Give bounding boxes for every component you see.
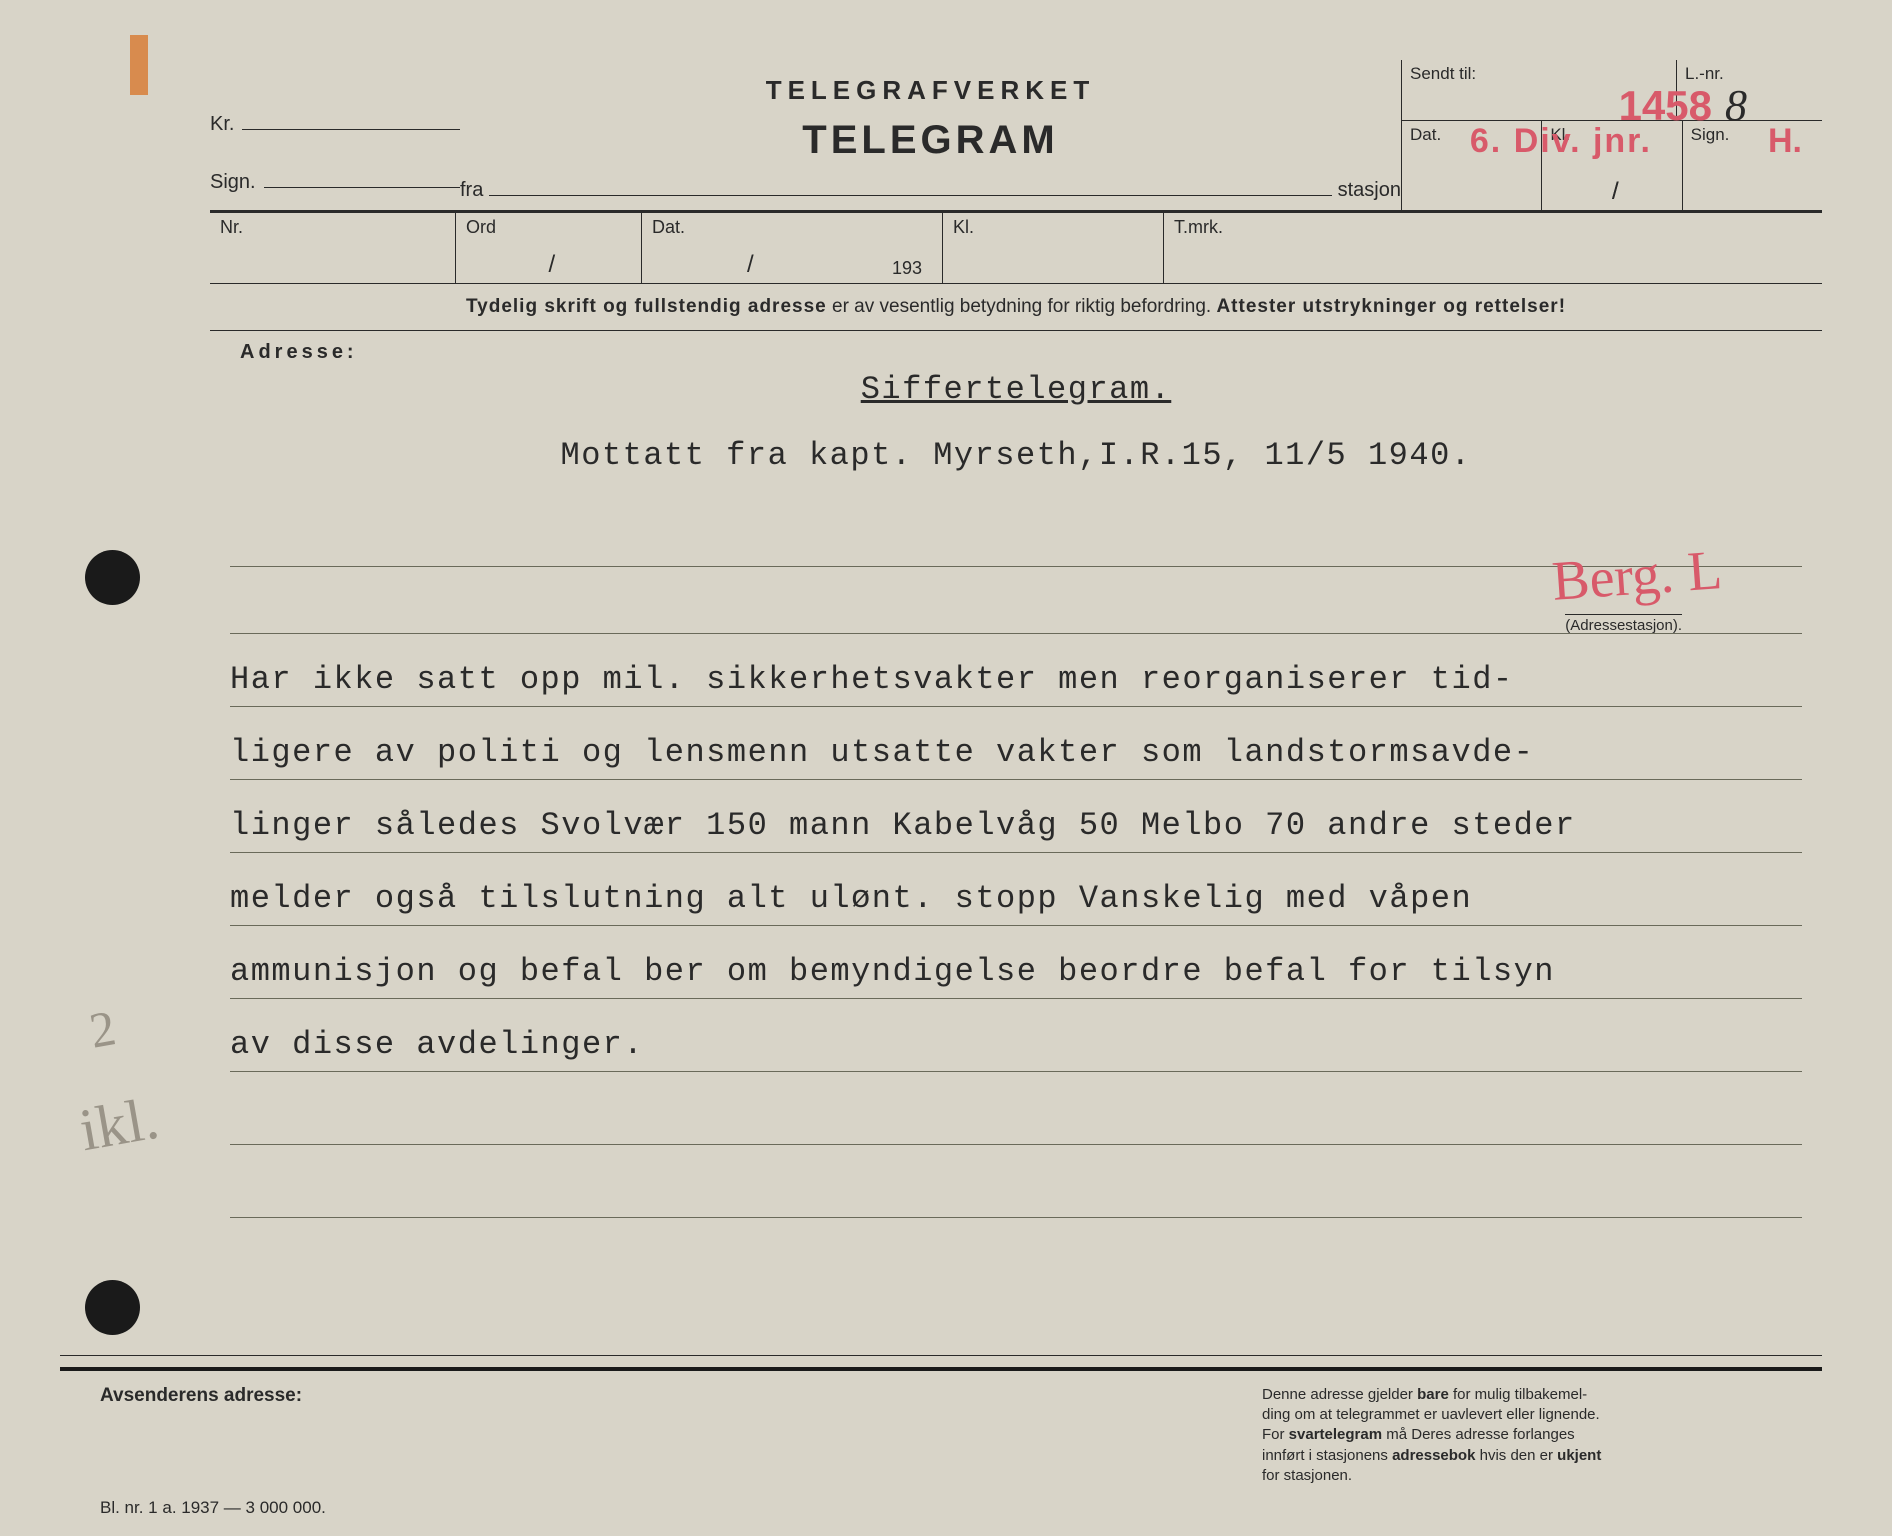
footer-note: Denne adresse gjelder bare for mulig til…	[1262, 1385, 1822, 1486]
sendt-til-cell: Sendt til:	[1402, 60, 1676, 120]
body-line: Har ikke satt opp mil. sikkerhetsvakter …	[230, 634, 1802, 707]
form-area: Kr. Sign. TELEGRAFVERKET TELEGRAM fra st…	[210, 60, 1822, 1290]
instruction-bold-left: Tydelig skrift og fullstendig adresse	[466, 296, 827, 317]
header-right: Sendt til: L.-nr. Dat./ Kl. Sign./ 6. Di…	[1401, 60, 1822, 210]
pencil-mark: 2	[85, 998, 120, 1059]
instruction-mid: er av vesentlig betydning for riktig bef…	[827, 296, 1217, 317]
body-line: ammunisjon og befal ber om bemyndigelse …	[230, 926, 1802, 999]
body-text: av disse avdelinger.	[230, 1029, 644, 1065]
bottom-thick-rule	[60, 1367, 1822, 1371]
instruction-line: Tydelig skrift og fullstendig adresse er…	[210, 284, 1822, 331]
stasjon-label: stasjon	[1338, 179, 1401, 202]
blank-rule	[230, 1218, 1802, 1290]
received-from-line: Mottatt fra kapt. Myrseth,I.R.15, 11/5 1…	[230, 440, 1802, 476]
form-print-info: Bl. nr. 1 a. 1937 — 3 000 000.	[100, 1498, 326, 1518]
dat-cell: Dat./	[1402, 121, 1541, 210]
dat-label: Dat.	[1410, 125, 1441, 144]
metadata-row: Nr. Ord / Dat. / 193 Kl. T.mrk.	[210, 213, 1822, 284]
sign2-label: Sign.	[1691, 125, 1730, 144]
fra-stasjon-line: fra stasjon	[460, 177, 1401, 202]
body-line: ligere av politi og lensmenn utsatte vak…	[230, 707, 1802, 780]
footer: Avsenderens adresse: Denne adresse gjeld…	[100, 1385, 1822, 1486]
telegram-form-page: 2 ikl. Kr. Sign. TELEGRAFVERKET TELEGRAM…	[0, 0, 1892, 1536]
form-title: TELEGRAM	[460, 118, 1401, 163]
underline	[489, 177, 1331, 196]
instruction-bold-right: Attester utstrykninger og rettelser!	[1216, 296, 1566, 317]
body-text: linger således Svolvær 150 mann Kabelvåg…	[230, 810, 1576, 846]
header-row: Kr. Sign. TELEGRAFVERKET TELEGRAM fra st…	[210, 60, 1822, 213]
sign-field: Sign.	[210, 169, 460, 194]
dat2-cell: Dat. / 193	[642, 213, 943, 283]
kl2-cell: Kl.	[943, 213, 1164, 283]
pencil-mark: ikl.	[75, 1084, 164, 1166]
punch-hole	[85, 550, 140, 605]
kr-label: Kr.	[210, 113, 234, 136]
fra-label: fra	[460, 179, 483, 202]
ord-cell: Ord /	[456, 213, 642, 283]
adressestasjon-label: (Adressestasjon).	[1565, 614, 1682, 634]
orange-pencil-mark	[130, 35, 148, 95]
body-line: linger således Svolvær 150 mann Kabelvåg…	[230, 780, 1802, 853]
underline	[242, 111, 460, 130]
handwritten-8: 8	[1725, 80, 1747, 131]
dat2-label: Dat.	[652, 217, 685, 237]
blank-rule	[230, 1072, 1802, 1145]
nr-cell: Nr.	[210, 213, 456, 283]
body-text: Har ikke satt opp mil. sikkerhetsvakter …	[230, 664, 1514, 700]
ord-label: Ord	[466, 217, 496, 237]
header-center: TELEGRAFVERKET TELEGRAM fra stasjon	[460, 60, 1401, 210]
sign-cell: Sign./	[1682, 121, 1822, 210]
telegram-type-title: Siffertelegram.	[230, 374, 1802, 410]
slash: /	[549, 251, 556, 279]
bottom-thin-rule	[60, 1355, 1822, 1356]
tmrk-cell: T.mrk.	[1164, 213, 1822, 283]
slash: /	[747, 251, 754, 279]
header-right-top: Sendt til: L.-nr.	[1402, 60, 1822, 120]
blank-rule	[230, 1145, 1802, 1218]
slash: /	[1612, 178, 1619, 206]
lnr-cell: L.-nr.	[1676, 60, 1822, 120]
sign-label: Sign.	[210, 171, 256, 194]
message-body: Siffertelegram. Mottatt fra kapt. Myrset…	[210, 374, 1822, 1290]
body-line: av disse avdelinger.	[230, 999, 1802, 1072]
agency-name: TELEGRAFVERKET	[460, 75, 1401, 106]
header-left: Kr. Sign.	[210, 60, 460, 210]
avsender-label: Avsenderens adresse:	[100, 1385, 302, 1486]
body-line: melder også tilslutning alt ulønt. stopp…	[230, 853, 1802, 926]
body-text: ligere av politi og lensmenn utsatte vak…	[230, 737, 1534, 773]
body-text: ammunisjon og befal ber om bemyndigelse …	[230, 956, 1555, 992]
punch-hole	[85, 1280, 140, 1335]
body-text: melder også tilslutning alt ulønt. stopp…	[230, 883, 1472, 919]
year-prefix: 193	[892, 258, 922, 279]
underline	[264, 169, 460, 188]
kr-field: Kr.	[210, 111, 460, 136]
header-right-bottom: Dat./ Kl. Sign./	[1402, 120, 1822, 210]
adresse-label: Adresse:	[210, 331, 1822, 364]
red-signature: Berg. L	[1550, 538, 1724, 614]
